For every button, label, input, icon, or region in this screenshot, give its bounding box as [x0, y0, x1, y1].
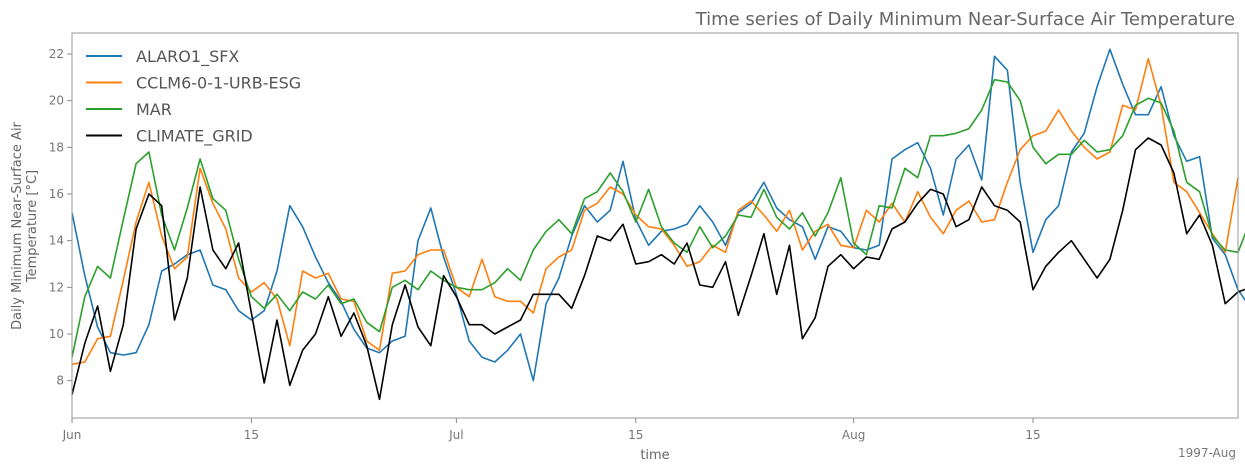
y-tick-label: 12: [49, 280, 64, 294]
x-tick-label: Jul: [448, 428, 463, 442]
y-axis-label: Daily Minimum Near-Surface Air Temperatu…: [10, 121, 40, 329]
y-axis: 8 10 12 14 16 18 20 22: [49, 47, 72, 388]
x-tick-label: 15: [1025, 428, 1040, 442]
legend-label: ALARO1_SFX: [136, 47, 239, 67]
legend: ALARO1_SFX CCLM6-0-1-URB-ESG MAR CLIMATE_GR…: [86, 47, 301, 147]
y-tick-label: 14: [49, 234, 64, 248]
plot-frame: [71, 32, 1239, 419]
x-axis: Jun 15 Jul 15 Aug 15: [62, 418, 1041, 442]
y-tick-label: 16: [49, 187, 64, 201]
y-tick-label: 10: [49, 327, 64, 341]
chart-title: Time series of Daily Minimum Near-Surfac…: [695, 9, 1235, 30]
x-tick-label: 15: [244, 428, 259, 442]
y-tick-label: 22: [49, 47, 64, 61]
series-lines: [71, 48, 1245, 401]
y-axis-label-line2: Temperature [°C]: [25, 170, 40, 283]
y-axis-label-line1: Daily Minimum Near-Surface Air: [10, 121, 25, 329]
series-line-3: [71, 137, 1245, 401]
x-tick-label: 15: [628, 428, 643, 442]
y-tick-label: 18: [49, 140, 64, 154]
x-tick-label: Aug: [842, 428, 865, 442]
y-tick-label: 8: [56, 374, 64, 388]
x-tick-label: Jun: [62, 428, 82, 442]
series-line-1: [71, 57, 1239, 366]
y-tick-label: 20: [49, 94, 64, 108]
series-line-2: [71, 78, 1245, 358]
legend-label: MAR: [136, 100, 172, 119]
x-axis-offset-label: 1997-Aug: [1178, 446, 1236, 460]
legend-label: CLIMATE_GRID: [136, 127, 253, 147]
legend-label: CCLM6-0-1-URB-ESG: [136, 74, 301, 93]
series-line-0: [71, 48, 1245, 382]
x-axis-label: time: [640, 448, 669, 463]
